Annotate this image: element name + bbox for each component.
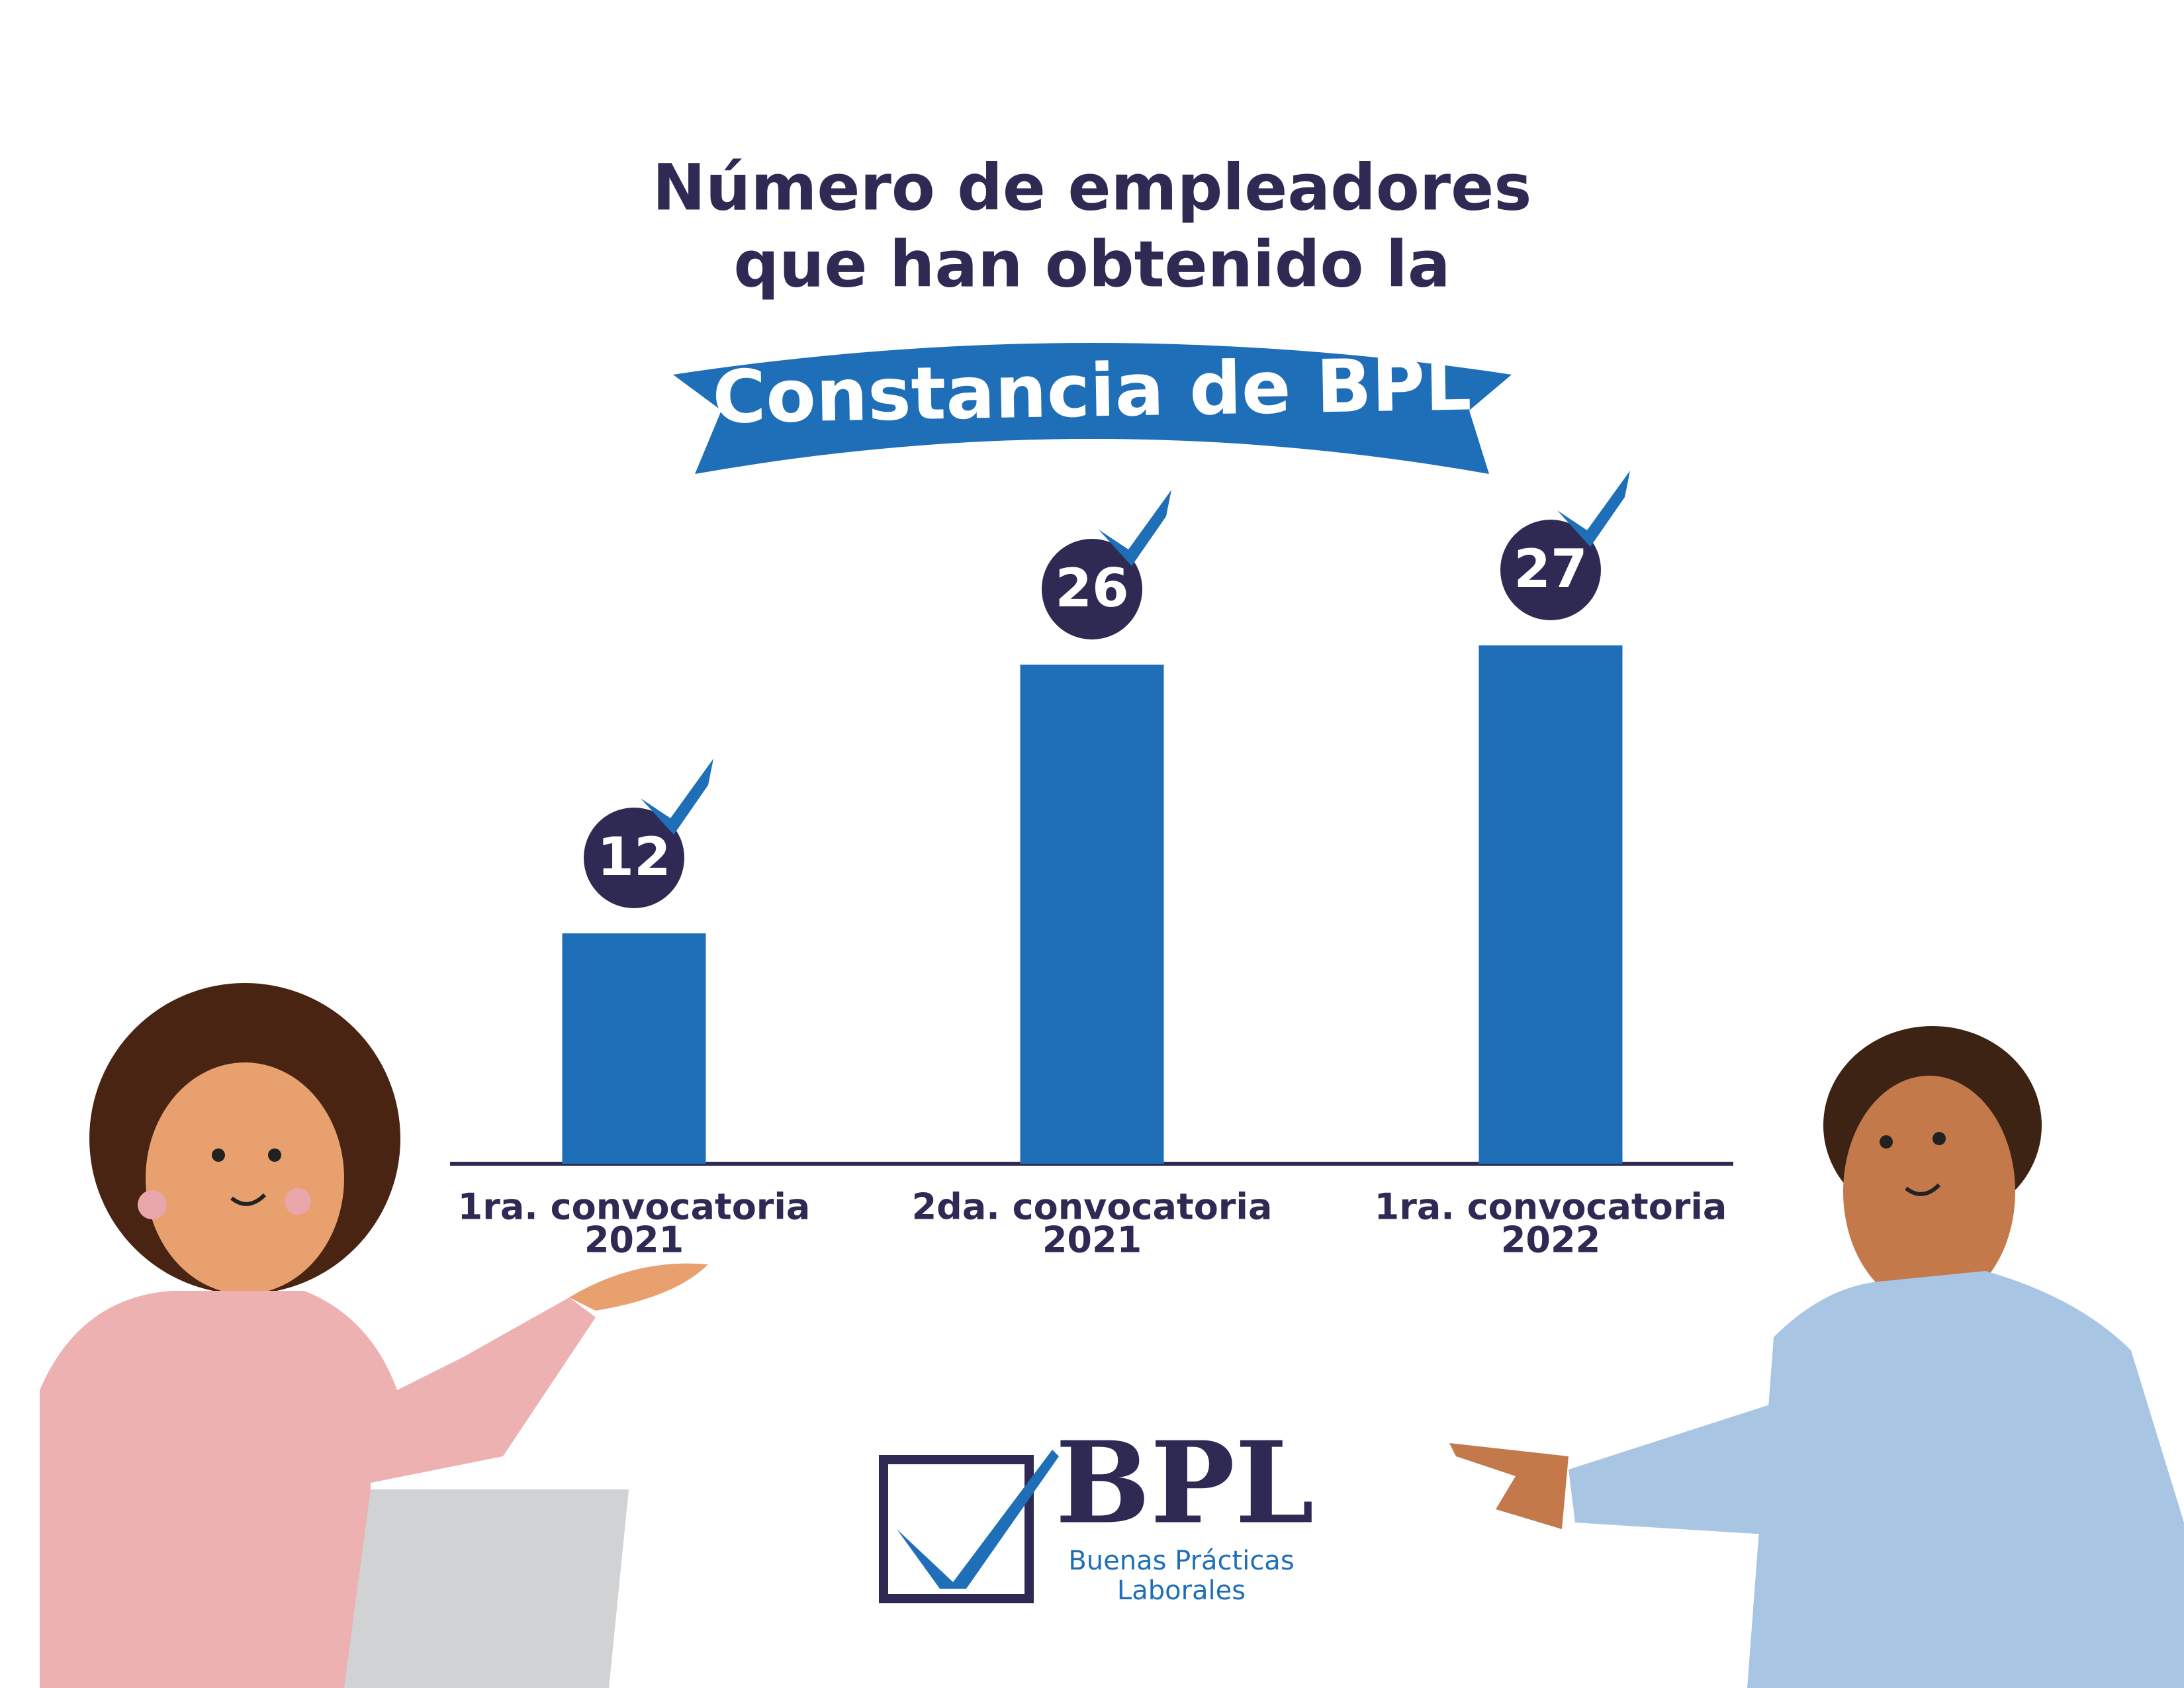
logo-subtitle: Buenas Prácticas: [1068, 1546, 1294, 1576]
bar: [1479, 645, 1623, 1164]
logo-title: BPL: [1055, 1417, 1314, 1550]
value-label: 12: [597, 826, 670, 888]
x-tick-label: 1ra. convocatoria: [458, 1186, 811, 1228]
x-tick-label: 2021: [584, 1219, 684, 1261]
x-tick-label: 2da. convocatoria: [912, 1186, 1273, 1228]
x-tick-label: 1ra. convocatoria: [1375, 1186, 1727, 1228]
illustration-woman: [40, 983, 708, 1688]
value-label: 26: [1055, 557, 1128, 619]
logo-check: [897, 1450, 1059, 1589]
check-icon: [1557, 471, 1630, 547]
logo-box: [879, 1455, 1034, 1603]
value-label: 27: [1514, 538, 1587, 600]
banner-text: Constancia de BPL: [711, 342, 1472, 440]
value-badge: [1042, 539, 1142, 639]
bar: [562, 933, 706, 1164]
bar: [1020, 665, 1164, 1164]
chart-title: Número de empleadores: [653, 150, 1532, 224]
logo: BPL Buenas Prácticas Laborales: [879, 1417, 1314, 1606]
chart-title: que han obtenido la: [733, 227, 1450, 301]
value-badge: [1500, 520, 1601, 620]
illustration-man: [1449, 1026, 2184, 1688]
x-tick-label: 2022: [1501, 1219, 1600, 1261]
logo-subtitle: Laborales: [1117, 1575, 1246, 1606]
check-icon: [641, 759, 713, 835]
value-badge: [584, 808, 684, 908]
x-tick-label: 2021: [1042, 1219, 1142, 1261]
check-icon: [1099, 490, 1171, 566]
banner: [673, 343, 1512, 474]
